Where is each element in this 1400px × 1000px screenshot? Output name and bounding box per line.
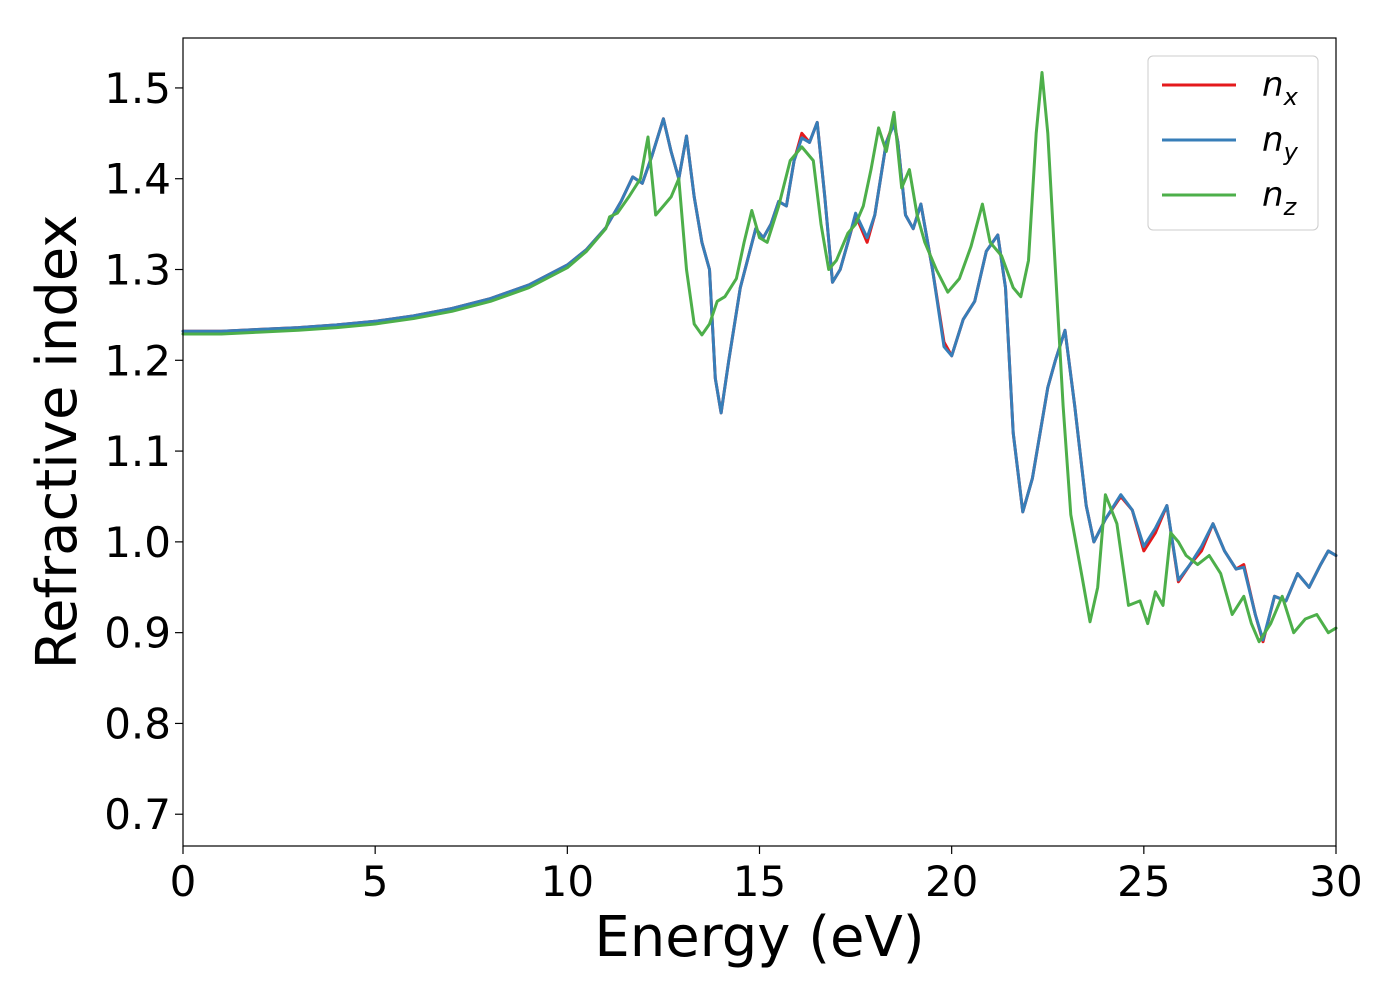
series-line-z <box>181 71 1338 644</box>
y-axis-ticks: 0.7 0.8 0.9 1.0 1.1 1.2 1.3 1.4 1.5 <box>104 64 183 839</box>
x-tick-label: 25 <box>1117 857 1170 906</box>
x-tick-label: 0 <box>170 857 197 906</box>
x-axis-ticks: 0 5 10 15 20 25 30 <box>170 846 1363 906</box>
x-axis-title: Energy (eV) <box>594 905 924 970</box>
y-tick-label: 0.7 <box>104 790 171 839</box>
y-tick-label: 0.9 <box>104 609 171 658</box>
y-tick-label: 1.0 <box>104 518 171 567</box>
x-tick-label: 20 <box>925 857 978 906</box>
y-tick-label: 1.2 <box>104 336 171 385</box>
legend-box <box>1147 55 1319 231</box>
y-tick-label: 1.3 <box>104 246 171 295</box>
series-layer <box>181 71 1338 644</box>
y-tick-label: 1.1 <box>104 427 171 476</box>
legend-label-x: nx <box>1262 65 1299 111</box>
y-axis-title: Refractive index <box>25 215 90 670</box>
x-tick-label: 15 <box>733 857 786 906</box>
y-tick-label: 1.5 <box>104 64 171 113</box>
x-tick-label: 30 <box>1309 857 1362 906</box>
x-tick-label: 10 <box>541 857 594 906</box>
x-tick-label: 5 <box>362 857 389 906</box>
y-tick-label: 0.8 <box>104 699 171 748</box>
y-tick-label: 1.4 <box>104 155 171 204</box>
